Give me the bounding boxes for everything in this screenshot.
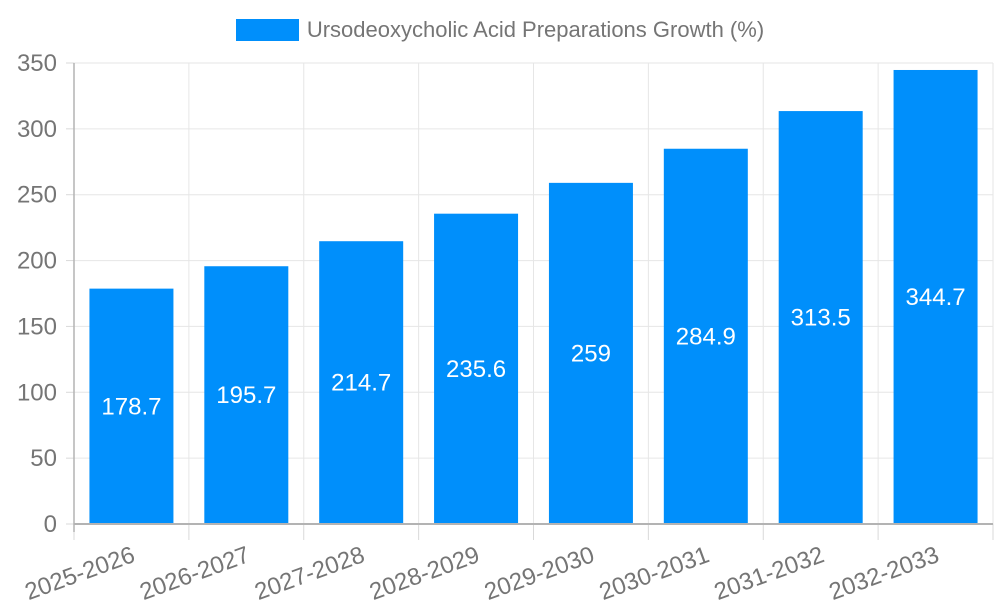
x-axis-label: 2025-2026 (21, 541, 138, 600)
bar-value-label: 214.7 (331, 370, 391, 397)
x-axis-label: 2030-2031 (596, 541, 713, 600)
bar[interactable] (778, 111, 863, 524)
bar-value-label: 195.7 (216, 382, 276, 409)
y-axis-tick-label: 150 (17, 313, 57, 340)
bar[interactable] (548, 182, 633, 525)
y-axis-tick-label: 200 (17, 248, 57, 275)
y-axis-tick-label: 250 (17, 182, 57, 209)
bar-value-label: 344.7 (906, 284, 966, 311)
x-axis-label: 2026-2027 (136, 541, 253, 600)
x-axis-label: 2027-2028 (251, 541, 368, 600)
x-axis-label: 2029-2030 (481, 541, 598, 600)
bar[interactable] (893, 69, 978, 524)
bar[interactable] (204, 266, 289, 524)
y-axis-tick-label: 300 (17, 116, 57, 143)
bar[interactable] (319, 241, 404, 525)
bar-value-label: 259 (571, 340, 611, 367)
y-axis-tick-label: 100 (17, 379, 57, 406)
bar-value-label: 235.6 (446, 356, 506, 383)
x-axis-label: 2031-2032 (711, 541, 828, 600)
bar[interactable] (89, 288, 174, 524)
x-axis-label: 2032-2033 (826, 541, 943, 600)
x-axis-label: 2028-2029 (366, 541, 483, 600)
bar[interactable] (663, 148, 748, 524)
bar-value-label: 313.5 (791, 305, 851, 332)
bar[interactable] (434, 213, 519, 524)
bar-value-label: 284.9 (676, 323, 736, 350)
y-axis-tick-label: 350 (17, 50, 57, 77)
y-axis-tick-label: 0 (44, 511, 57, 538)
y-axis-tick-label: 50 (30, 445, 57, 472)
bar-value-label: 178.7 (101, 393, 161, 420)
